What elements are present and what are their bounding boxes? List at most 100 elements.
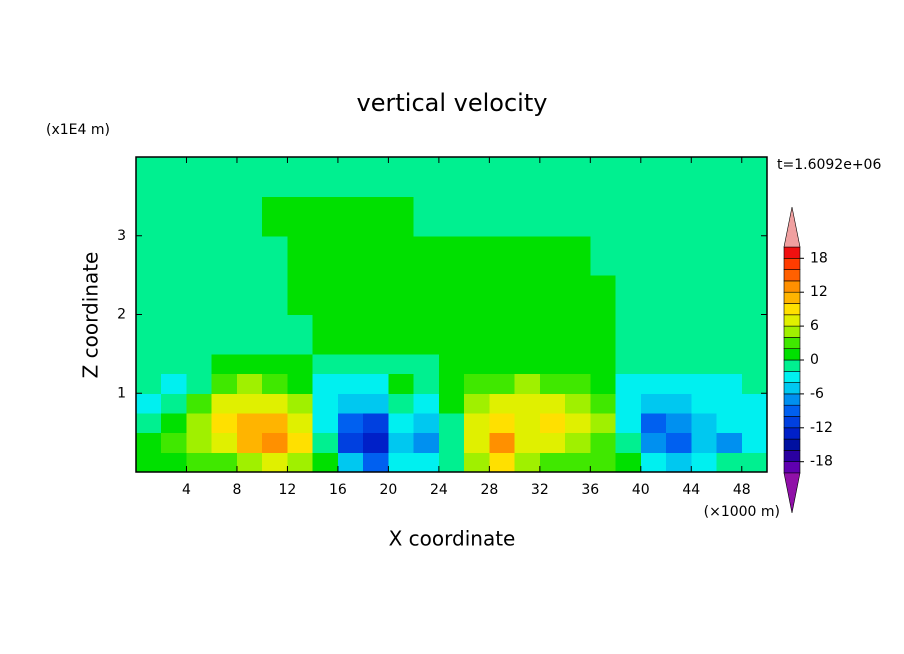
colorbar-band — [783, 427, 801, 440]
contour-cell — [716, 353, 743, 375]
contour-cell — [337, 393, 364, 414]
contour-cell — [211, 452, 238, 473]
contour-cell — [590, 196, 617, 237]
contour-cell — [337, 452, 364, 473]
x-unit: (×1000 m) — [704, 504, 780, 520]
contour-cell — [186, 196, 213, 237]
contour-cell — [691, 432, 718, 453]
contour-cell — [161, 412, 187, 434]
contour-cell — [287, 412, 314, 434]
contour-cell — [741, 196, 768, 237]
contour-cell — [565, 314, 591, 355]
contour-cell — [565, 452, 591, 473]
contour-cell — [539, 157, 566, 197]
contour-cell — [136, 373, 162, 394]
contour-cell — [565, 412, 591, 434]
contour-cell — [236, 196, 263, 237]
colorbar-over — [783, 206, 801, 248]
contour-cell — [262, 196, 288, 237]
contour-cell — [489, 314, 516, 355]
contour-cell — [363, 157, 389, 197]
contour-cell — [666, 157, 692, 197]
contour-cell — [565, 393, 591, 414]
contour-cell — [363, 314, 389, 355]
contour-cell — [363, 275, 389, 315]
contour-cell — [337, 314, 364, 355]
contour-cell — [489, 157, 516, 197]
annotation: t=1.6092e+06 — [777, 157, 881, 173]
contour-cell — [186, 353, 213, 375]
contour-cell — [489, 373, 516, 394]
contour-cell — [211, 157, 238, 197]
contour-cell — [262, 235, 288, 276]
y-unit: (x1E4 m) — [46, 122, 110, 138]
colorbar-tick-label: 0 — [810, 352, 819, 368]
contour-cell — [514, 393, 541, 414]
contour-cell — [211, 275, 238, 315]
contour-cell — [741, 452, 768, 473]
contour-cell — [691, 412, 718, 434]
contour-cell — [211, 393, 238, 414]
contour-cell — [716, 196, 743, 237]
contour-cell — [716, 373, 743, 394]
contour-cell — [514, 373, 541, 394]
contour-cell — [236, 412, 263, 434]
contour-cell — [464, 393, 490, 414]
contour-cell — [716, 235, 743, 276]
contour-cell — [136, 452, 162, 473]
contour-cell — [691, 393, 718, 414]
contour-cell — [741, 393, 768, 414]
contour-cell — [615, 393, 642, 414]
colorbar-band — [783, 246, 801, 259]
contour-cell — [363, 432, 389, 453]
contour-cell — [413, 235, 440, 276]
contour-cell — [211, 353, 238, 375]
contour-cell — [666, 373, 692, 394]
contour-cell — [539, 196, 566, 237]
contour-cell — [590, 157, 617, 197]
contour-cell — [716, 432, 743, 453]
contour-cell — [539, 412, 566, 434]
contour-cell — [489, 393, 516, 414]
contour-cell — [464, 452, 490, 473]
contour-cell — [161, 275, 187, 315]
contour-cell — [161, 196, 187, 237]
contour-cell — [666, 412, 692, 434]
contour-cell — [615, 314, 642, 355]
contour-cell — [539, 353, 566, 375]
contour-cell — [312, 275, 339, 315]
contour-cell — [464, 235, 490, 276]
contour-cell — [514, 235, 541, 276]
contour-cell — [565, 353, 591, 375]
contour-cell — [136, 353, 162, 375]
contour-cell — [691, 275, 718, 315]
contour-cell — [136, 432, 162, 453]
contour-cell — [287, 373, 314, 394]
contour-cell — [312, 157, 339, 197]
x-tick-label: 48 — [733, 482, 751, 498]
contour-cell — [363, 452, 389, 473]
contour-cell — [186, 393, 213, 414]
contour-cell — [590, 314, 617, 355]
contour-cell — [590, 452, 617, 473]
colorbar-under — [783, 472, 801, 514]
contour-cell — [666, 393, 692, 414]
contour-cell — [388, 452, 415, 473]
contour-cell — [691, 452, 718, 473]
contour-cell — [363, 412, 389, 434]
contour-cell — [363, 393, 389, 414]
colorbar-band — [783, 314, 801, 327]
x-tick-label: 8 — [232, 482, 241, 498]
contour-cell — [262, 314, 288, 355]
contour-cell — [691, 314, 718, 355]
contour-cell — [161, 393, 187, 414]
contour-cell — [312, 196, 339, 237]
y-axis-label: Z coordinate — [79, 252, 103, 379]
contour-cell — [640, 393, 667, 414]
contour-cell — [438, 314, 465, 355]
contour-cell — [615, 373, 642, 394]
contour-cell — [514, 452, 541, 473]
contour-cell — [640, 432, 667, 453]
contour-cell — [312, 452, 339, 473]
contour-cell — [438, 275, 465, 315]
